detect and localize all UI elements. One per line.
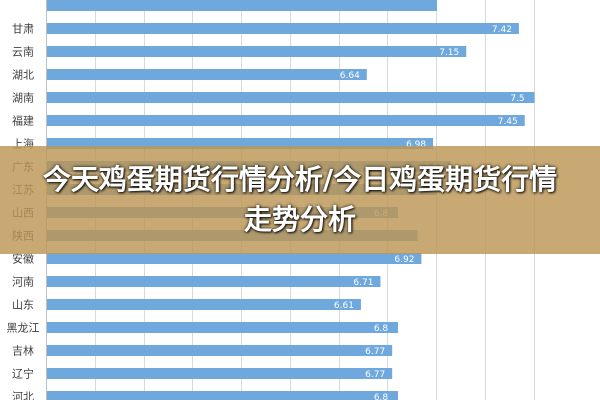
bar [47,368,393,379]
bar [47,69,367,80]
bar [47,345,393,356]
category-label: 云南 [12,46,34,59]
data-label: 6.8 [374,324,389,334]
bar [47,391,398,400]
bar [47,276,381,287]
data-label: 7.5 [510,94,524,104]
bar [47,0,437,11]
bar [47,23,519,34]
category-label: 黑龙江 [7,322,40,335]
bar [47,299,361,310]
bar [47,92,535,103]
data-label: 6.92 [394,255,414,265]
data-label: 6.71 [353,278,373,288]
data-label: 6.64 [340,71,360,81]
bar [47,46,467,57]
category-label: 甘肃 [12,23,34,36]
category-label: 河南 [12,276,34,289]
category-label: 安徽 [12,252,34,266]
data-label: 6.8 [374,393,389,400]
data-label: 6.77 [365,370,385,380]
category-label: 辽宁 [12,367,34,381]
category-label: 湖北 [12,69,34,82]
data-label: 7.45 [498,117,518,127]
category-label: 湖南 [12,92,34,105]
data-label: 7.15 [439,48,459,58]
data-label: 6.98 [406,140,426,150]
data-label: 6.61 [334,301,354,311]
bar [47,115,525,126]
title-banner: 今天鸡蛋期货行情分析/今日鸡蛋期货行情走势分析 [0,146,600,254]
category-label: 山东 [12,299,34,312]
category-label: 河北 [12,391,34,400]
category-label: 福建 [12,114,34,128]
bar [47,322,398,333]
data-label: 7.42 [492,25,512,35]
bar [47,138,434,149]
category-label: 吉林 [12,344,34,358]
banner-title: 今天鸡蛋期货行情分析/今日鸡蛋期货行情走势分析 [42,163,558,236]
bar [47,253,422,264]
data-label: 6.77 [365,347,385,357]
